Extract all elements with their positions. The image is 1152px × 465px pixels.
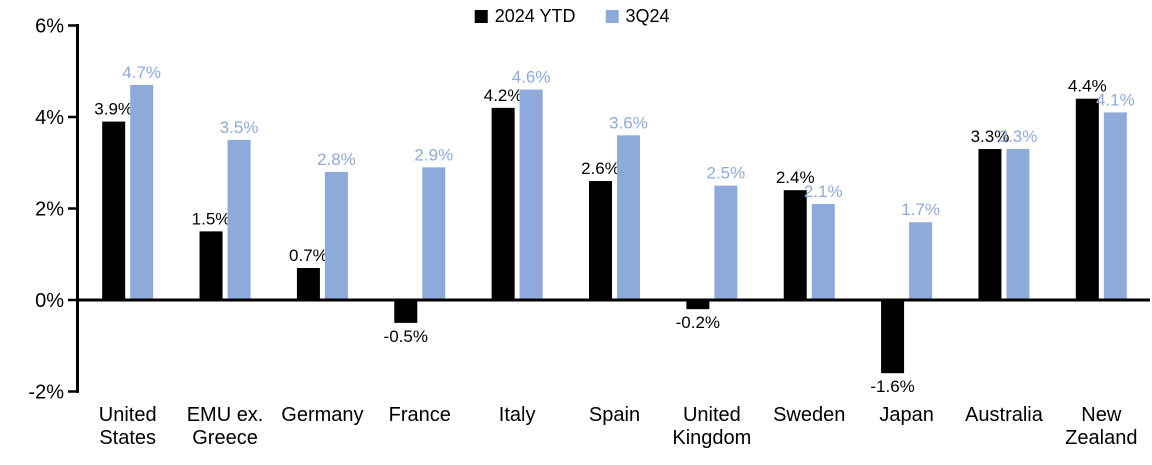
x-category-label-united-states-line2: States	[99, 427, 156, 449]
y-axis	[76, 24, 79, 393]
bar-2024-ytd-australia	[978, 149, 1002, 300]
bar-2024-ytd-france	[394, 300, 418, 323]
bar-2024-ytd-japan	[881, 300, 905, 374]
bar-2024-ytd-germany	[296, 267, 320, 300]
x-category-label-united-kingdom-line2: Kingdom	[672, 427, 751, 449]
bar-label-3q24-japan: 1.7%	[901, 200, 940, 219]
y-tick-label-6: 6%	[35, 16, 64, 38]
bar-3q24-united-states	[130, 84, 154, 300]
bar-label-2024-ytd-japan: -1.6%	[870, 377, 914, 396]
x-axis	[76, 298, 1150, 302]
y-tick-label--2: -2%	[28, 382, 64, 404]
y-tick-0	[68, 298, 76, 302]
x-category-label-germany: Germany	[281, 404, 363, 426]
x-category-label-france: France	[389, 404, 451, 426]
bar-label-3q24-france: 2.9%	[414, 145, 453, 164]
x-category-label-new-zealand-line2: Zealand	[1065, 427, 1137, 449]
y-tick-label-4: 4%	[35, 107, 64, 129]
bar-2024-ytd-sweden	[783, 190, 807, 300]
bar-2024-ytd-united-kingdom	[686, 300, 710, 310]
y-tick--2	[68, 390, 76, 393]
bar-label-2024-ytd-germany: 0.7%	[289, 246, 328, 265]
bar-label-3q24-new-zealand: 4.1%	[1096, 90, 1135, 109]
bar-label-2024-ytd-united-states: 3.9%	[94, 100, 133, 119]
bar-label-2024-ytd-italy: 4.2%	[484, 86, 523, 105]
x-category-label-united-states-line1: United	[99, 404, 157, 426]
x-category-label-emu-ex-greece-line2: Greece	[192, 427, 258, 449]
y-tick-label-2: 2%	[35, 199, 64, 221]
bar-label-3q24-italy: 4.6%	[512, 68, 551, 87]
bar-label-3q24-germany: 2.8%	[317, 150, 356, 169]
bar-label-2024-ytd-australia: 3.3%	[971, 127, 1010, 146]
bar-label-3q24-united-states: 4.7%	[122, 63, 161, 82]
bar-label-2024-ytd-sweden: 2.4%	[776, 168, 815, 187]
bar-2024-ytd-united-states	[102, 121, 126, 300]
bar-2024-ytd-italy	[491, 107, 515, 300]
legend-label-2024-ytd: 2024 YTD	[494, 6, 576, 26]
x-category-label-emu-ex-greece-line1: EMU ex.	[187, 404, 264, 426]
bar-label-3q24-sweden: 2.1%	[804, 182, 843, 201]
bar-label-2024-ytd-emu-ex-greece: 1.5%	[192, 209, 231, 228]
legend-item-2024-ytd: 2024 YTD	[474, 6, 576, 26]
x-category-label-japan: Japan	[879, 404, 934, 426]
bar-3q24-italy	[519, 89, 543, 300]
legend-swatch-2024-ytd	[474, 9, 488, 23]
y-tick-6	[68, 24, 76, 27]
x-category-label-spain: Spain	[589, 404, 640, 426]
bar-label-3q24-emu-ex-greece: 3.5%	[220, 118, 259, 137]
y-tick-4	[68, 115, 76, 119]
legend: 2024 YTD 3Q24	[474, 6, 669, 26]
bar-label-3q24-australia: 3.3%	[999, 127, 1038, 146]
x-category-label-new-zealand-line1: New	[1081, 404, 1122, 426]
bar-label-2024-ytd-new-zealand: 4.4%	[1068, 77, 1107, 96]
x-category-label-united-kingdom-line1: United	[683, 404, 741, 426]
x-category-label-sweden: Sweden	[773, 404, 845, 426]
bar-3q24-germany	[324, 171, 348, 300]
x-category-label-australia: Australia	[965, 404, 1044, 426]
x-category-label-italy: Italy	[499, 404, 536, 426]
bar-label-2024-ytd-united-kingdom: -0.2%	[676, 313, 720, 332]
bar-3q24-sweden	[811, 203, 835, 300]
bar-2024-ytd-spain	[589, 181, 612, 300]
bar-label-2024-ytd-france: -0.5%	[384, 327, 428, 346]
legend-label-3q24: 3Q24	[625, 6, 670, 26]
bar-label-3q24-spain: 3.6%	[609, 113, 648, 132]
bar-3q24-japan	[909, 222, 933, 300]
bar-3q24-spain	[617, 135, 640, 300]
y-tick-2	[68, 207, 76, 210]
bar-label-3q24-united-kingdom: 2.5%	[706, 164, 745, 183]
bar-2024-ytd-emu-ex-greece	[199, 231, 223, 300]
bar-label-2024-ytd-spain: 2.6%	[581, 159, 620, 178]
bar-3q24-france	[422, 167, 446, 300]
bar-3q24-new-zealand	[1103, 112, 1127, 300]
legend-item-3q24: 3Q24	[605, 7, 669, 25]
y-tick-label-0: 0%	[35, 290, 64, 312]
legend-swatch-3q24	[605, 9, 619, 23]
bar-3q24-emu-ex-greece	[227, 139, 251, 300]
bar-3q24-united-kingdom	[714, 185, 738, 300]
bar-3q24-australia	[1006, 149, 1030, 300]
bar-2024-ytd-new-zealand	[1075, 98, 1099, 300]
